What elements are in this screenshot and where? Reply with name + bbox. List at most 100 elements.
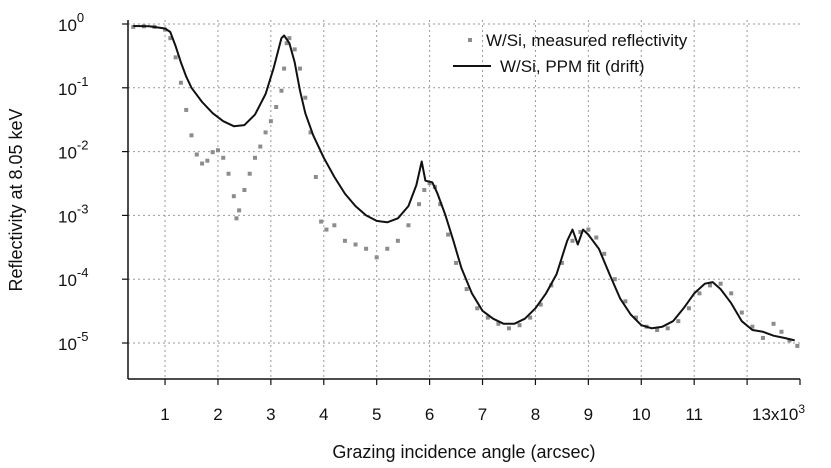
measured-point	[234, 216, 239, 221]
measured-point	[506, 326, 511, 331]
measured-point	[184, 107, 189, 112]
measured-point	[464, 287, 469, 292]
measured-point	[771, 321, 776, 326]
x-tick-label: 4	[319, 405, 328, 424]
measured-point	[237, 208, 242, 213]
x-axis-ticks: 1 2 3 4 5 6 7 8 9 10 11 13x103	[160, 379, 805, 424]
x-tick-label: 8	[531, 405, 540, 424]
measured-point	[194, 152, 199, 157]
measured-point	[247, 171, 252, 176]
measured-point	[517, 323, 522, 328]
measured-point	[496, 321, 501, 326]
y-tick-label: 10-4	[58, 265, 88, 290]
measured-point	[205, 158, 210, 163]
measured-point	[602, 251, 607, 256]
measured-point	[284, 41, 289, 46]
measured-point	[178, 80, 183, 85]
measured-point	[353, 242, 358, 247]
measured-point	[242, 188, 247, 193]
measured-point	[559, 260, 564, 265]
y-tick-label: 10-3	[58, 201, 88, 226]
x-tick-label: 3	[266, 405, 275, 424]
measured-point	[406, 223, 411, 228]
measured-point	[795, 343, 800, 348]
x-tick-label: 7	[478, 405, 487, 424]
measured-point	[676, 319, 681, 324]
measured-point	[422, 188, 427, 193]
measured-point	[292, 47, 297, 52]
y-tick-label: 10-2	[58, 138, 88, 163]
measured-point	[739, 310, 744, 315]
measured-point	[538, 302, 543, 307]
x-tick-label: 13x103	[752, 402, 805, 424]
measured-point	[313, 174, 318, 179]
measured-point	[303, 95, 308, 100]
measured-point	[215, 148, 220, 153]
measured-point	[708, 283, 713, 288]
measured-point	[475, 306, 480, 311]
measured-point	[319, 219, 324, 224]
measured-point	[633, 315, 638, 320]
measured-point	[297, 66, 302, 71]
measured-point	[287, 36, 292, 41]
measured-point	[168, 36, 173, 41]
series-fit-line	[133, 25, 795, 342]
measured-point	[395, 238, 400, 243]
legend: W/Si, measured reflectivity W/Si, PPM fi…	[453, 31, 688, 76]
legend-label-measured: W/Si, measured reflectivity	[486, 31, 688, 50]
measured-point	[385, 246, 390, 251]
measured-point	[210, 150, 215, 155]
measured-point	[446, 232, 451, 237]
measured-point	[342, 238, 347, 243]
measured-point	[787, 338, 792, 343]
measured-point	[374, 255, 379, 260]
x-tick-label: 1	[160, 405, 169, 424]
measured-point	[173, 55, 178, 60]
measured-point	[750, 324, 755, 329]
measured-point	[528, 315, 533, 320]
measured-point	[718, 281, 723, 286]
measured-point	[332, 223, 337, 228]
measured-point	[686, 306, 691, 311]
measured-point	[279, 88, 284, 93]
measured-point	[655, 327, 660, 332]
measured-point	[570, 238, 575, 243]
measured-point	[438, 202, 443, 207]
y-tick-label: 100	[58, 10, 84, 35]
measured-point	[263, 130, 268, 135]
measured-point	[697, 291, 702, 296]
measured-point	[578, 229, 583, 234]
measured-point	[417, 202, 422, 207]
measured-point	[612, 277, 617, 282]
measured-point	[779, 329, 784, 334]
measured-point	[594, 235, 599, 240]
measured-point	[364, 246, 369, 251]
measured-point	[454, 260, 459, 265]
x-tick-label: 10	[632, 405, 651, 424]
plot-series	[131, 24, 800, 348]
measured-point	[268, 119, 273, 124]
x-tick-label: 6	[425, 405, 434, 424]
measured-point	[586, 227, 591, 232]
x-tick-label: 2	[213, 405, 222, 424]
measured-point	[324, 227, 329, 232]
measured-point	[485, 315, 490, 320]
measured-point	[252, 155, 257, 160]
measured-point	[282, 66, 287, 71]
grid-lines	[128, 20, 800, 379]
measured-point	[729, 291, 734, 296]
y-tick-label: 10-5	[58, 329, 88, 354]
measured-point	[427, 181, 432, 186]
y-tick-label: 10-1	[58, 74, 88, 99]
legend-label-fit: W/Si, PPM fit (drift)	[500, 57, 645, 76]
measured-point	[760, 335, 765, 340]
measured-point	[258, 144, 263, 149]
x-axis-title: Grazing incidence angle (arcsec)	[332, 442, 595, 462]
measured-point	[231, 194, 236, 199]
y-axis-ticks: 100 10-1 10-2 10-3 10-4 10-5	[58, 10, 128, 354]
legend-marker-measured	[468, 38, 472, 42]
x-tick-label: 9	[584, 405, 593, 424]
series-measured	[131, 24, 800, 348]
measured-point	[665, 326, 670, 331]
